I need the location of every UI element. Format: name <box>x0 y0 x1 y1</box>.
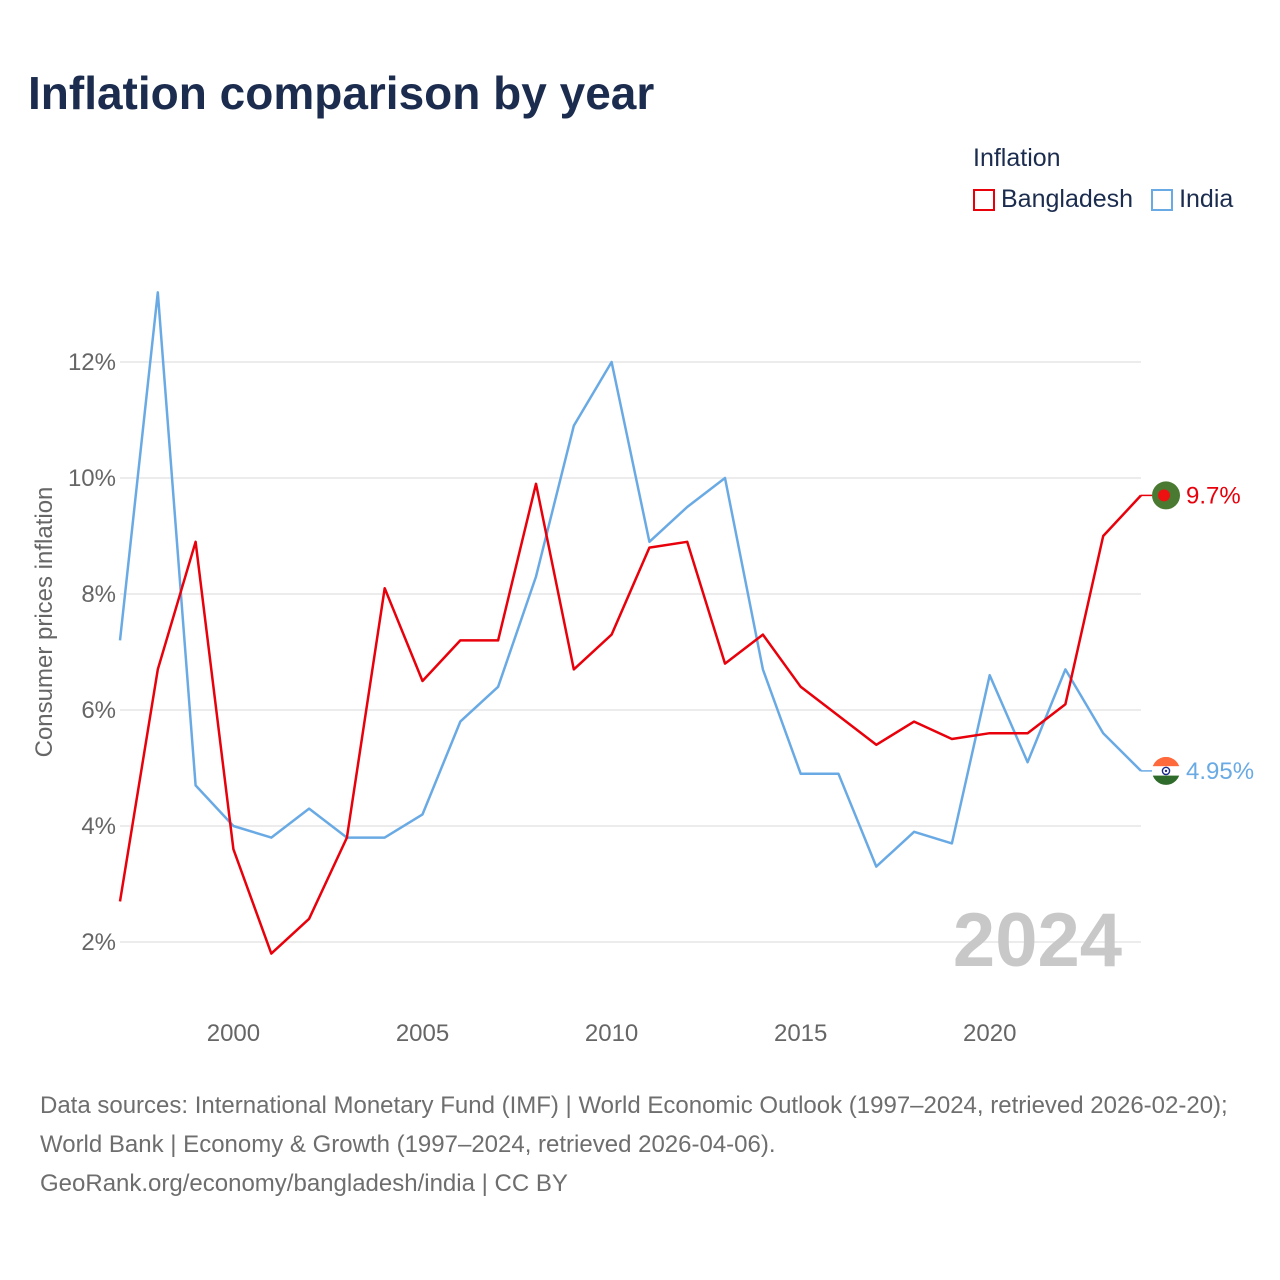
series-line-bangladesh[interactable] <box>118 482 1142 955</box>
x-tick-label: 2005 <box>396 1020 449 1047</box>
x-tick-label: 2015 <box>774 1020 827 1047</box>
chart-title: Inflation comparison by year <box>28 67 655 119</box>
y-tick-label: 4% <box>81 813 116 840</box>
legend-swatch-bangladesh <box>973 188 995 211</box>
legend-title: Inflation <box>973 144 1061 172</box>
end-label-india: 4.95% <box>1186 758 1254 785</box>
legend-label-india: India <box>1179 185 1234 213</box>
year-annotation: 2024 <box>953 898 1122 983</box>
legend-swatch-india <box>1151 188 1174 211</box>
y-tick-label: 10% <box>68 465 116 492</box>
x-tick-label: 2020 <box>963 1020 1016 1047</box>
x-tick-label: 2000 <box>207 1020 260 1047</box>
legend-item-india[interactable]: India <box>1151 185 1233 214</box>
y-axis-label: Consumer prices inflation <box>31 487 58 758</box>
legend: Inflation Bangladesh India <box>973 144 1233 214</box>
y-tick-label: 8% <box>81 581 116 608</box>
y-tick-label: 6% <box>81 697 116 724</box>
series-line-india[interactable] <box>118 291 1142 868</box>
attribution-text[interactable]: GeoRank.org/economy/bangladesh/india | C… <box>40 1170 568 1197</box>
india-flag-icon <box>1152 756 1180 785</box>
y-tick-label: 12% <box>68 349 116 376</box>
y-tick-label: 2% <box>81 929 116 956</box>
data-sources-text: Data sources: International Monetary Fun… <box>40 1092 1228 1158</box>
x-tick-label: 2010 <box>585 1020 638 1047</box>
legend-item-bangladesh[interactable]: Bangladesh <box>973 185 1133 214</box>
bangladesh-flag-icon <box>1152 481 1180 510</box>
end-label-bangladesh: 9.7% <box>1186 482 1241 509</box>
line-chart: 2% 4% 6% 8% 10% 12% 2000 2005 2010 2015 2020 Cons… <box>31 291 1254 1047</box>
footer: Data sources: International Monetary Fun… <box>40 1086 1250 1203</box>
legend-label-bangladesh: Bangladesh <box>1001 185 1134 213</box>
